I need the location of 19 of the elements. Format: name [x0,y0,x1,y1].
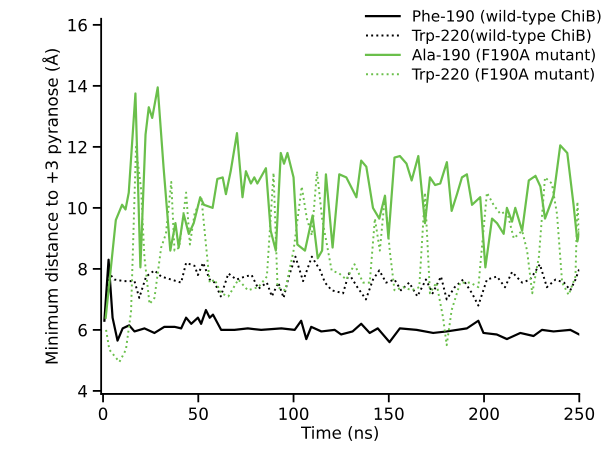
legend-label: Phe-190 (wild-type ChiB) [413,10,601,25]
x-tick-label: 150 [374,407,404,420]
y-tick-label: 10 [68,202,87,214]
x-tick-label: 100 [279,407,308,420]
y-tick-label: 4 [78,385,88,398]
y-tick-label: 6 [78,324,87,336]
y-tick-label: 16 [68,18,87,32]
x-tick-label: 250 [564,407,594,420]
legend-label: Ala-190 (F190A mutant) [412,48,595,62]
legend-label: Trp-220(wild-type ChiB) [412,29,590,44]
y-tick-label: 14 [68,80,88,92]
y-tick-label: 12 [68,140,86,154]
x-axis-title: Time (ns) [301,426,378,441]
x-tick-label: 0 [98,407,108,420]
x-tick-label: 50 [188,407,208,420]
y-tick-label: 8 [78,262,87,276]
x-tick-label: 200 [469,407,499,420]
y-axis-title: Minimum distance to +3 pyranose (Å) [42,49,62,364]
legend-label: Trp-220 (F190A mutant) [412,68,594,83]
